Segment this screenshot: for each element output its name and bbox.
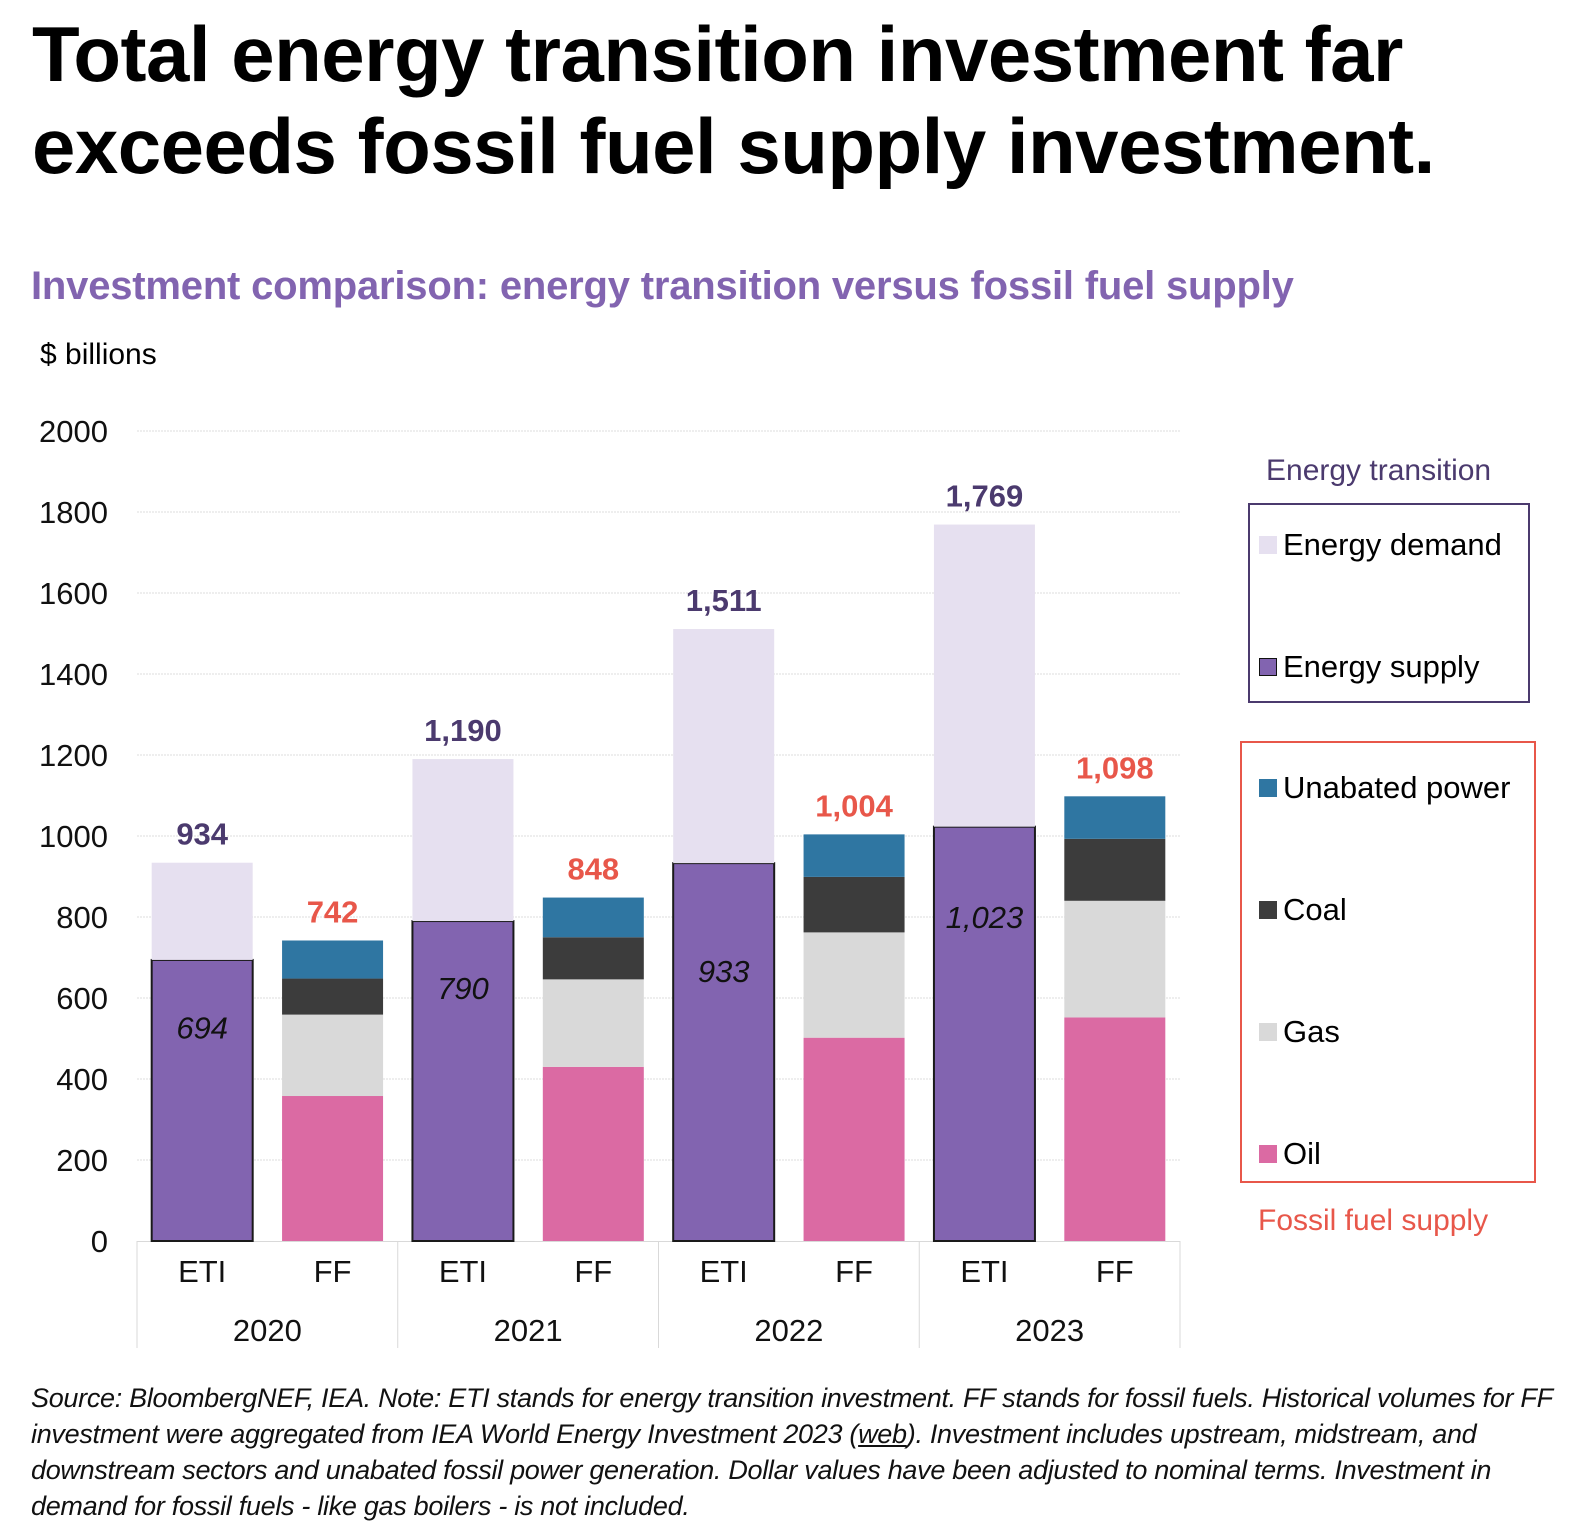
legend-item-oil: Oil	[1259, 1136, 1321, 1172]
bar-segment-oil	[803, 1037, 905, 1241]
bar-segment-coal	[803, 876, 905, 933]
y-tick-label: 2000	[39, 414, 108, 449]
y-tick-label: 1600	[39, 576, 108, 611]
y-axis-unit-label: $ billions	[40, 338, 157, 371]
y-tick-label: 200	[56, 1143, 108, 1178]
bar-segment-energy-demand	[673, 629, 775, 864]
bar-segment-unabated-power	[803, 834, 905, 877]
x-group-label: 2020	[233, 1313, 302, 1348]
legend-item-energy-supply: Energy supply	[1259, 649, 1479, 685]
bar-segment-unabated-power	[542, 897, 644, 938]
chart-title: Total energy transition investment far e…	[32, 8, 1582, 192]
bar-total-label: 742	[307, 894, 359, 929]
legend-item-energy-demand: Energy demand	[1259, 527, 1502, 563]
bar-segment-oil	[542, 1066, 644, 1241]
chart-subtitle: Investment comparison: energy transition…	[31, 264, 1294, 308]
footnote-text-1: Source: BloombergNEF, IEA. Note: ETI sta…	[31, 1383, 1553, 1449]
y-tick-label: 0	[91, 1224, 108, 1259]
bar-segment-gas	[542, 979, 644, 1067]
legend-item-coal: Coal	[1259, 892, 1347, 928]
bar-segment-unabated-power	[1064, 796, 1166, 839]
y-tick-label: 400	[56, 1062, 108, 1097]
x-subcategory-label: FF	[835, 1254, 873, 1289]
energy-supply-value-label: 694	[176, 1010, 228, 1045]
legend-label: Coal	[1283, 892, 1347, 927]
legend-label: Unabated power	[1283, 770, 1511, 805]
legend-title-energy-transition: Energy transition	[1266, 454, 1492, 487]
footnote-text-2: ). Investment includes upstream, midstre…	[31, 1419, 1492, 1521]
energy-supply-value-label: 790	[437, 971, 489, 1006]
y-tick-label: 1400	[39, 657, 108, 692]
bar-segment-oil	[282, 1096, 384, 1241]
energy-demand-swatch	[1259, 536, 1277, 554]
bar-total-label: 1,190	[424, 713, 502, 748]
x-group-label: 2022	[754, 1313, 823, 1348]
unabated-power-swatch	[1259, 779, 1277, 797]
bar-segment-gas	[282, 1014, 384, 1097]
bar-segment-energy-supply	[672, 862, 776, 1242]
bar-total-label: 934	[176, 817, 228, 852]
x-subcategory-label: ETI	[178, 1254, 226, 1289]
y-tick-label: 1200	[39, 738, 108, 773]
x-group-label: 2021	[494, 1313, 563, 1348]
energy-supply-swatch	[1259, 658, 1277, 676]
legend-label: Energy supply	[1283, 649, 1480, 684]
coal-swatch	[1259, 901, 1277, 919]
bar-segment-energy-supply	[411, 920, 515, 1242]
bar-segment-coal	[542, 937, 644, 980]
legend-item-unabated-power: Unabated power	[1259, 770, 1511, 806]
legend-label: Oil	[1283, 1136, 1321, 1171]
footnote: Source: BloombergNEF, IEA. Note: ETI sta…	[31, 1380, 1571, 1524]
x-subcategory-label: ETI	[960, 1254, 1008, 1289]
x-group-label: 2023	[1015, 1313, 1084, 1348]
bar-segment-energy-demand	[933, 524, 1035, 827]
legend-label: Gas	[1283, 1014, 1340, 1049]
x-subcategory-label: ETI	[439, 1254, 487, 1289]
footnote-web-link[interactable]: web	[858, 1419, 907, 1449]
bar-segment-oil	[1064, 1017, 1166, 1241]
y-tick-label: 1000	[39, 819, 108, 854]
bar-segment-unabated-power	[282, 940, 384, 979]
x-subcategory-label: FF	[1096, 1254, 1134, 1289]
bar-total-label: 1,098	[1076, 750, 1154, 785]
title-line-1: Total energy transition investment far	[32, 10, 1403, 98]
y-tick-label: 800	[56, 900, 108, 935]
bar-segment-coal	[1064, 838, 1166, 901]
bar-total-label: 1,004	[815, 788, 893, 823]
oil-swatch	[1259, 1145, 1277, 1163]
energy-supply-value-label: 933	[698, 954, 750, 989]
bar-total-label: 1,769	[946, 479, 1024, 514]
legend-title-fossil-fuel: Fossil fuel supply	[1258, 1204, 1489, 1237]
bar-total-label: 1,511	[686, 583, 762, 618]
y-tick-label: 1800	[39, 495, 108, 530]
bar-segment-energy-supply	[150, 958, 254, 1242]
bar-segment-gas	[1064, 900, 1166, 1018]
bar-segment-energy-demand	[151, 862, 253, 960]
bar-segment-energy-supply	[932, 825, 1036, 1242]
legend-box-fossil-fuel	[1240, 741, 1536, 1183]
legend-label: Energy demand	[1283, 527, 1502, 562]
bar-segment-gas	[803, 932, 905, 1038]
y-tick-label: 600	[56, 981, 108, 1016]
energy-supply-value-label: 1,023	[946, 900, 1024, 935]
bar-segment-coal	[282, 978, 384, 1015]
title-line-2: exceeds fossil fuel supply investment.	[32, 102, 1435, 190]
gas-swatch	[1259, 1023, 1277, 1041]
bar-segment-energy-demand	[412, 759, 514, 922]
x-subcategory-label: ETI	[700, 1254, 748, 1289]
x-subcategory-label: FF	[314, 1254, 352, 1289]
x-subcategory-label: FF	[574, 1254, 612, 1289]
legend-item-gas: Gas	[1259, 1014, 1340, 1050]
legend-box-energy-transition	[1248, 503, 1530, 703]
bar-total-label: 848	[567, 852, 619, 887]
